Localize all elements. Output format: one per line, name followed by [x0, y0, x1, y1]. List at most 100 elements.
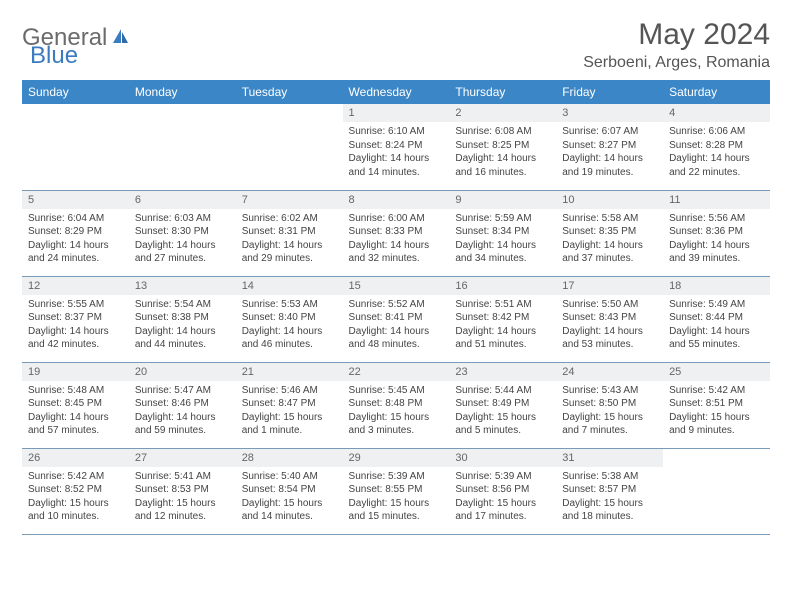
daylight-text: Daylight: 14 hours and 42 minutes. — [28, 325, 123, 352]
sunset-text: Sunset: 8:56 PM — [455, 483, 550, 497]
sunrise-text: Sunrise: 5:52 AM — [349, 298, 444, 312]
daylight-text: Daylight: 15 hours and 12 minutes. — [135, 497, 230, 524]
sunset-text: Sunset: 8:37 PM — [28, 311, 123, 325]
sunrise-text: Sunrise: 5:46 AM — [242, 384, 337, 398]
day-number: 17 — [556, 277, 663, 295]
sunrise-text: Sunrise: 5:55 AM — [28, 298, 123, 312]
sunset-text: Sunset: 8:44 PM — [669, 311, 764, 325]
day-details: Sunrise: 5:54 AMSunset: 8:38 PMDaylight:… — [129, 295, 236, 357]
sunset-text: Sunset: 8:51 PM — [669, 397, 764, 411]
sunrise-text: Sunrise: 6:03 AM — [135, 212, 230, 226]
calendar-day-cell: 2Sunrise: 6:08 AMSunset: 8:25 PMDaylight… — [449, 104, 556, 190]
sunset-text: Sunset: 8:24 PM — [349, 139, 444, 153]
sunset-text: Sunset: 8:27 PM — [562, 139, 657, 153]
calendar-day-cell: 1Sunrise: 6:10 AMSunset: 8:24 PMDaylight… — [343, 104, 450, 190]
sunset-text: Sunset: 8:49 PM — [455, 397, 550, 411]
sunrise-text: Sunrise: 5:42 AM — [669, 384, 764, 398]
sunrise-text: Sunrise: 5:54 AM — [135, 298, 230, 312]
sunset-text: Sunset: 8:50 PM — [562, 397, 657, 411]
daylight-text: Daylight: 14 hours and 16 minutes. — [455, 152, 550, 179]
sunset-text: Sunset: 8:57 PM — [562, 483, 657, 497]
sunset-text: Sunset: 8:35 PM — [562, 225, 657, 239]
calendar-day-cell: 24Sunrise: 5:43 AMSunset: 8:50 PMDayligh… — [556, 362, 663, 448]
calendar-day-cell: 21Sunrise: 5:46 AMSunset: 8:47 PMDayligh… — [236, 362, 343, 448]
day-number: 5 — [22, 191, 129, 209]
daylight-text: Daylight: 14 hours and 19 minutes. — [562, 152, 657, 179]
sunrise-text: Sunrise: 6:02 AM — [242, 212, 337, 226]
sunrise-text: Sunrise: 5:50 AM — [562, 298, 657, 312]
day-number: 31 — [556, 449, 663, 467]
day-number: 8 — [343, 191, 450, 209]
day-details: Sunrise: 6:10 AMSunset: 8:24 PMDaylight:… — [343, 122, 450, 184]
calendar-day-cell: 12Sunrise: 5:55 AMSunset: 8:37 PMDayligh… — [22, 276, 129, 362]
sunset-text: Sunset: 8:45 PM — [28, 397, 123, 411]
daylight-text: Daylight: 15 hours and 1 minute. — [242, 411, 337, 438]
day-number: 14 — [236, 277, 343, 295]
day-details: Sunrise: 5:53 AMSunset: 8:40 PMDaylight:… — [236, 295, 343, 357]
day-number: 25 — [663, 363, 770, 381]
daylight-text: Daylight: 14 hours and 46 minutes. — [242, 325, 337, 352]
day-number: 19 — [22, 363, 129, 381]
calendar-day-cell: 19Sunrise: 5:48 AMSunset: 8:45 PMDayligh… — [22, 362, 129, 448]
sunrise-text: Sunrise: 5:41 AM — [135, 470, 230, 484]
sunrise-text: Sunrise: 5:53 AM — [242, 298, 337, 312]
calendar-day-cell: .. — [129, 104, 236, 190]
sunset-text: Sunset: 8:29 PM — [28, 225, 123, 239]
month-title: May 2024 — [583, 18, 770, 52]
day-details: Sunrise: 6:02 AMSunset: 8:31 PMDaylight:… — [236, 209, 343, 271]
day-number: 10 — [556, 191, 663, 209]
day-details: Sunrise: 5:52 AMSunset: 8:41 PMDaylight:… — [343, 295, 450, 357]
calendar-day-cell: 17Sunrise: 5:50 AMSunset: 8:43 PMDayligh… — [556, 276, 663, 362]
sunset-text: Sunset: 8:28 PM — [669, 139, 764, 153]
sunrise-text: Sunrise: 5:49 AM — [669, 298, 764, 312]
day-details: Sunrise: 5:42 AMSunset: 8:52 PMDaylight:… — [22, 467, 129, 529]
day-number: 28 — [236, 449, 343, 467]
calendar-day-cell: 23Sunrise: 5:44 AMSunset: 8:49 PMDayligh… — [449, 362, 556, 448]
sunrise-text: Sunrise: 5:44 AM — [455, 384, 550, 398]
sunset-text: Sunset: 8:54 PM — [242, 483, 337, 497]
day-details: Sunrise: 5:46 AMSunset: 8:47 PMDaylight:… — [236, 381, 343, 443]
calendar-day-cell: 27Sunrise: 5:41 AMSunset: 8:53 PMDayligh… — [129, 448, 236, 534]
calendar-week-row: 19 Sunrise: 5:48 AMSunset: 8:45 PM Dayligh… — [22, 362, 770, 448]
daylight-text: Daylight: 14 hours and 37 minutes. — [562, 239, 657, 266]
calendar-day-cell: .. — [663, 448, 770, 534]
calendar-day-cell: 3Sunrise: 6:07 AMSunset: 8:27 PMDaylight… — [556, 104, 663, 190]
weekday-header-row: Sunday Monday Tuesday Wednesday Thursday… — [22, 80, 770, 104]
calendar-week-row: 26Sunrise: 5:42 AMSunset: 8:52 PMDayligh… — [22, 448, 770, 534]
day-number: 16 — [449, 277, 556, 295]
day-details: Sunrise: 5:43 AMSunset: 8:50 PMDaylight:… — [556, 381, 663, 443]
calendar-day-cell: 20Sunrise: 5:47 AMSunset: 8:46 PMDayligh… — [129, 362, 236, 448]
day-details: Sunrise: 5:39 AMSunset: 8:55 PMDaylight:… — [343, 467, 450, 529]
daylight-text: Daylight: 15 hours and 10 minutes. — [28, 497, 123, 524]
day-number: 4 — [663, 104, 770, 122]
weekday-header: Sunday — [22, 80, 129, 104]
weekday-header: Tuesday — [236, 80, 343, 104]
sunset-text: Sunset: 8:41 PM — [349, 311, 444, 325]
sunset-text: Sunset: 8:31 PM — [242, 225, 337, 239]
daylight-text: Daylight: 15 hours and 14 minutes. — [242, 497, 337, 524]
sunrise-text: Sunrise: 5:59 AM — [455, 212, 550, 226]
sunset-text: Sunset: 8:42 PM — [455, 311, 550, 325]
day-details: Sunrise: 5:38 AMSunset: 8:57 PMDaylight:… — [556, 467, 663, 529]
sunrise-text: Sunrise: 5:47 AM — [135, 384, 230, 398]
sunrise-text: Sunrise: 6:08 AM — [455, 125, 550, 139]
sunset-text: Sunset: 8:30 PM — [135, 225, 230, 239]
daylight-text: Daylight: 14 hours and 24 minutes. — [28, 239, 123, 266]
daylight-text: Daylight: 14 hours and 51 minutes. — [455, 325, 550, 352]
day-number: 1 — [343, 104, 450, 122]
day-details: Sunrise: 5:59 AMSunset: 8:34 PMDaylight:… — [449, 209, 556, 271]
daylight-text: Daylight: 15 hours and 5 minutes. — [455, 411, 550, 438]
calendar-day-cell: 7Sunrise: 6:02 AMSunset: 8:31 PMDaylight… — [236, 190, 343, 276]
daylight-text: Daylight: 15 hours and 17 minutes. — [455, 497, 550, 524]
sunrise-text: Sunrise: 5:48 AM — [28, 384, 123, 398]
sunrise-text: Sunrise: 6:06 AM — [669, 125, 764, 139]
sunset-text: Sunset: 8:36 PM — [669, 225, 764, 239]
day-details: Sunrise: 5:56 AMSunset: 8:36 PMDaylight:… — [663, 209, 770, 271]
calendar-day-cell: 26Sunrise: 5:42 AMSunset: 8:52 PMDayligh… — [22, 448, 129, 534]
calendar-day-cell: 31Sunrise: 5:38 AMSunset: 8:57 PMDayligh… — [556, 448, 663, 534]
weekday-header: Monday — [129, 80, 236, 104]
day-details: Sunrise: 5:47 AMSunset: 8:46 PMDaylight:… — [129, 381, 236, 443]
calendar-week-row: ......1Sunrise: 6:10 AMSunset: 8:24 PMDa… — [22, 104, 770, 190]
sunset-text: Sunset: 8:46 PM — [135, 397, 230, 411]
daylight-text: Daylight: 14 hours and 59 minutes. — [135, 411, 230, 438]
